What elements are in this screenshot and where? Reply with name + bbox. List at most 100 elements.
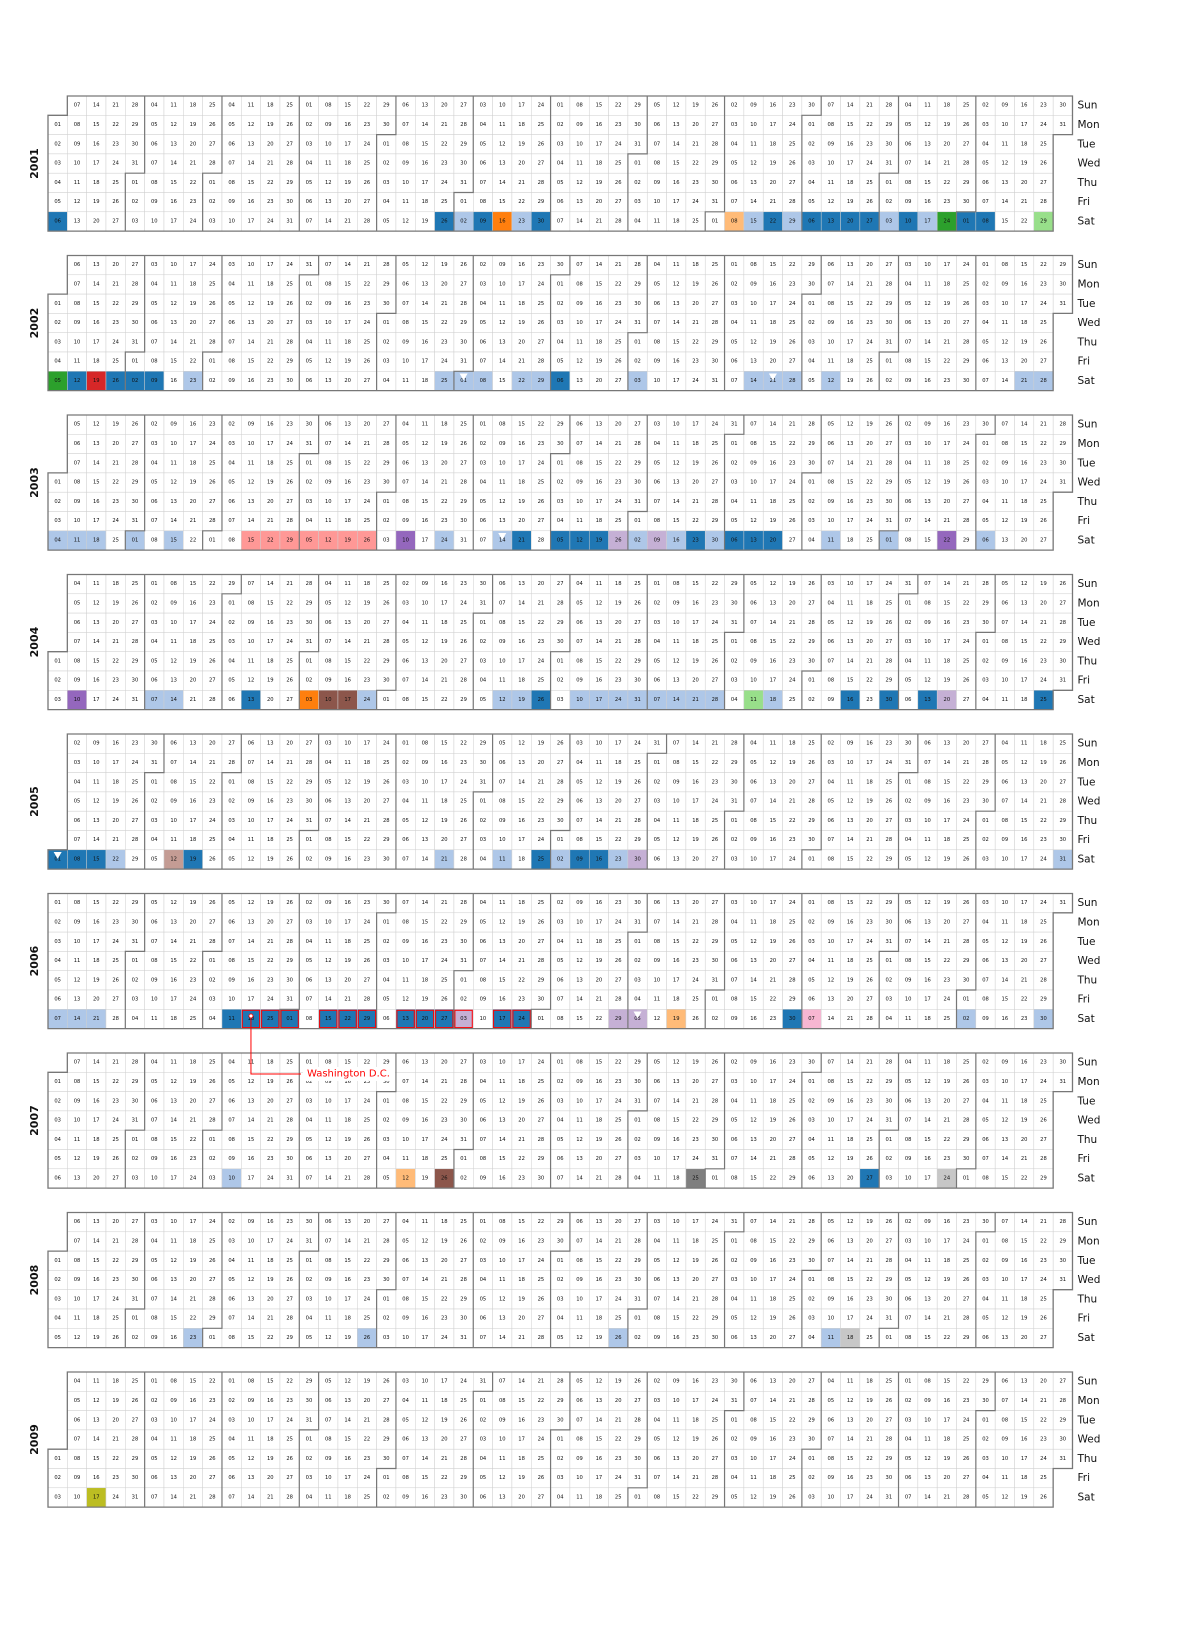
day-cell: 26: [782, 153, 803, 174]
day-cell: 30: [1052, 453, 1073, 474]
day-number: 08: [74, 856, 81, 862]
day-cell: 04: [550, 332, 571, 353]
day-number: 23: [190, 378, 197, 384]
day-cell: 03: [724, 670, 745, 691]
day-number: 22: [692, 518, 699, 524]
day-cell: 06: [318, 612, 339, 633]
day-number: 18: [112, 581, 119, 587]
day-number: 27: [209, 499, 216, 505]
day-cell: 13: [163, 491, 184, 512]
day-number: 09: [750, 460, 757, 466]
day-number: 21: [267, 518, 274, 524]
day-cell: 19: [434, 810, 455, 831]
day-cell: 21: [337, 211, 358, 232]
day-number: 13: [325, 378, 332, 384]
day-cell: 12: [163, 472, 184, 493]
day-cell: 03: [67, 753, 87, 773]
day-cell: 28: [782, 192, 803, 213]
day-number: 12: [1002, 161, 1009, 167]
day-cell: 05: [492, 733, 513, 754]
day-number: 12: [344, 779, 351, 785]
day-number: 30: [460, 518, 467, 524]
day-cell: 07: [820, 651, 841, 672]
day-number: 31: [1060, 678, 1067, 684]
day-cell: 12: [337, 772, 358, 793]
day-cell: 16: [260, 612, 281, 633]
day-number: 30: [634, 122, 641, 128]
day-cell: 24: [956, 255, 977, 276]
day-cell: 20: [260, 690, 281, 710]
day-cell: 06: [492, 753, 513, 773]
day-cell: 10: [646, 371, 667, 391]
day-cell: 01: [473, 414, 493, 435]
day-number: 15: [344, 103, 351, 109]
day-number: 08: [1002, 639, 1009, 645]
day-cell: 24: [434, 351, 455, 372]
day-number: 10: [499, 837, 506, 843]
day-cell: 26: [956, 670, 977, 691]
day-cell: 03: [473, 274, 493, 295]
day-number: 19: [364, 600, 371, 606]
day-cell: 07: [67, 95, 87, 116]
day-number: 28: [538, 359, 545, 365]
day-number: 06: [1002, 600, 1009, 606]
day-cell: 13: [492, 332, 513, 353]
day-number: 09: [673, 600, 680, 606]
day-cell: 27: [956, 491, 977, 512]
day-cell: 09: [163, 414, 184, 435]
day-cell: 22: [936, 172, 957, 193]
day-cell: 13: [994, 351, 1015, 372]
day-cell: 24: [202, 434, 223, 454]
day-cell: 03: [646, 414, 667, 435]
day-number: 20: [1021, 359, 1028, 365]
day-cell: 09: [67, 134, 87, 155]
day-number: 31: [905, 581, 912, 587]
day-number: 11: [847, 600, 854, 606]
day-number: 16: [770, 460, 777, 466]
day-number: 05: [808, 199, 815, 205]
day-cell: 29: [376, 651, 397, 672]
day-cell: 12: [820, 192, 841, 213]
day-number: 24: [286, 818, 293, 824]
day-number: 20: [770, 359, 777, 365]
day-number: 20: [692, 480, 699, 486]
day-cell: 02: [395, 574, 416, 595]
day-number: 09: [325, 678, 332, 684]
day-number: 23: [267, 199, 274, 205]
day-number: 17: [673, 199, 680, 205]
day-cell: 17: [105, 753, 126, 773]
day-cell: 03: [550, 491, 571, 512]
day-cell: 25: [704, 632, 725, 652]
day-cell: 22: [453, 733, 474, 754]
day-number: 21: [692, 320, 699, 326]
day-cell: 13: [337, 414, 358, 435]
day-cell: 26: [434, 211, 455, 232]
day-number: 08: [480, 199, 487, 205]
day-cell: 15: [685, 574, 706, 595]
day-number: 27: [209, 678, 216, 684]
weekday-label-tue: Tue: [1076, 457, 1095, 469]
day-cell: 25: [1033, 134, 1054, 155]
day-number: 21: [112, 837, 119, 843]
day-number: 16: [93, 499, 100, 505]
day-number: 02: [383, 518, 390, 524]
day-number: 15: [170, 359, 177, 365]
day-number: 07: [731, 199, 738, 205]
day-cell: 13: [840, 434, 861, 454]
day-cell: 24: [859, 153, 880, 174]
day-cell: 11: [337, 753, 358, 773]
day-number: 01: [306, 837, 313, 843]
day-cell: 06: [144, 491, 165, 512]
day-number: 13: [248, 141, 255, 147]
day-cell: 16: [1014, 274, 1035, 295]
day-number: 18: [692, 639, 699, 645]
day-number: 27: [538, 518, 545, 524]
day-cell: 18: [666, 211, 687, 232]
day-number: 21: [1021, 378, 1028, 384]
day-number: 08: [576, 281, 583, 287]
day-cell: 03: [473, 830, 493, 851]
day-cell: 22: [357, 274, 377, 295]
day-number: 20: [112, 441, 119, 447]
day-cell: 10: [395, 530, 416, 551]
day-number: 21: [596, 218, 603, 224]
